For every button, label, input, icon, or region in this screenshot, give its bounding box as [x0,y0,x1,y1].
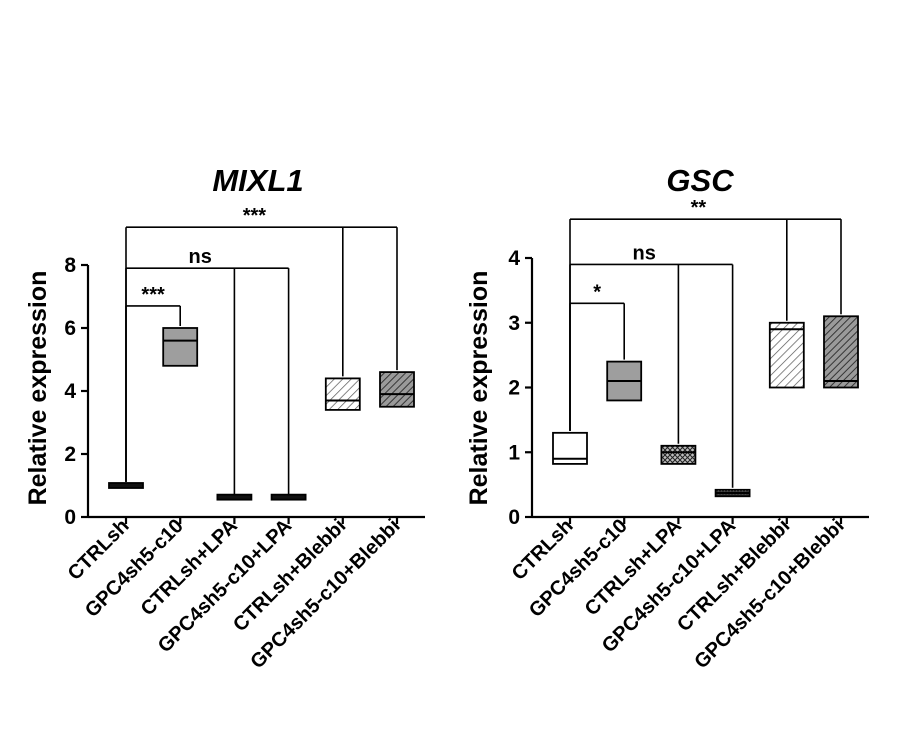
significance-label: *** [243,205,267,227]
boxes [552,315,859,498]
y-tick-label: 8 [64,254,76,277]
significance-brackets: * ns ** [569,197,842,488]
y-tick-labels: 0 1 2 3 4 [508,247,520,529]
y-axis-label: Relative expression [24,271,52,506]
y-tick-label: 2 [64,443,76,466]
y-tick-labels: 0 2 4 6 8 [64,254,76,529]
y-tick-label: 0 [508,506,520,529]
box [216,493,253,501]
box [823,315,859,389]
box [660,444,697,465]
box [768,321,805,389]
box [162,327,199,367]
box [379,371,415,408]
significance-label: ns [189,246,212,268]
significance-label: ** [691,197,707,219]
axes [81,263,425,524]
category-labels: CTRLshGPC4sh5-c10CTRLsh+LPAGPC4sh5-c10+L… [508,515,849,673]
significance-label: *** [141,284,165,306]
y-tick-label: 4 [64,380,76,403]
significance-brackets: *** ns *** [125,205,398,495]
y-tick-label: 4 [508,247,520,270]
y-tick-label: 6 [64,317,76,340]
significance-label: ns [633,242,656,264]
boxes [108,327,415,501]
axes [525,256,869,524]
y-tick-label: 1 [508,441,520,464]
significance-label: * [593,281,601,303]
category-label: CTRLsh+LPA [581,515,686,620]
chart-title: GSC [666,163,734,198]
box [270,493,307,501]
category-label: CTRLsh+LPA [137,515,242,620]
category-labels: CTRLshGPC4sh5-c10CTRLsh+LPAGPC4sh5-c10+L… [64,515,405,673]
y-tick-label: 0 [64,506,76,529]
chart-title: MIXL1 [212,163,303,198]
panel-gsc: GSC Relative expression 0 1 2 3 4 * ns ** CTRL… [465,163,869,673]
box [324,377,361,411]
y-tick-label: 3 [508,312,520,335]
box [108,482,144,489]
y-tick-label: 2 [508,377,520,400]
y-axis-label: Relative expression [465,271,493,506]
